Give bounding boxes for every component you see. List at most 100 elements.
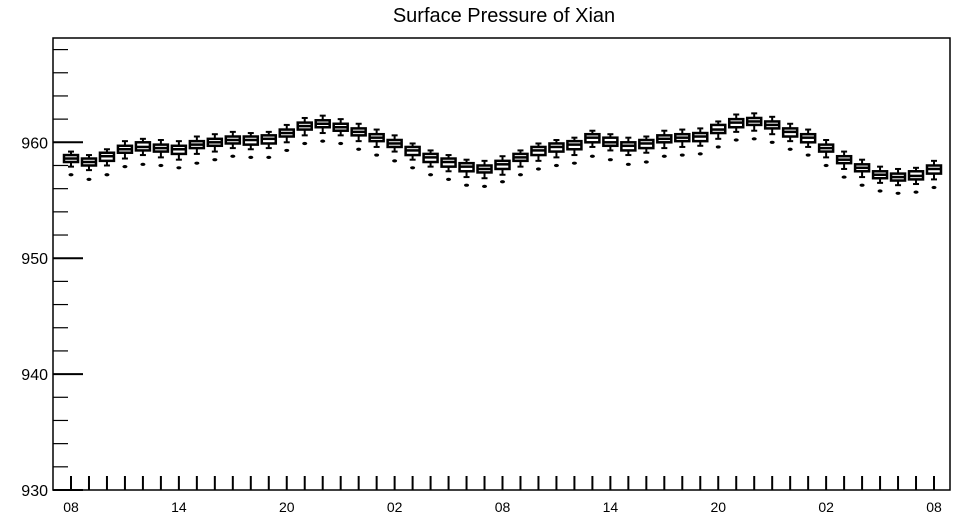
box-series	[62, 112, 943, 195]
outlier-point	[733, 138, 739, 142]
outlier-point	[625, 162, 631, 166]
box-plot-item	[907, 166, 925, 194]
box-plot-item	[566, 136, 583, 165]
outlier-point	[715, 145, 721, 149]
box-plot-item	[116, 140, 134, 169]
outlier-point	[140, 162, 146, 166]
box-plot-item	[260, 130, 278, 159]
box-plot-item	[781, 122, 799, 151]
box-plot-item	[458, 158, 475, 187]
outlier-point	[356, 147, 362, 151]
box-plot-item	[188, 135, 206, 165]
box-plot-item	[224, 130, 242, 158]
outlier-point	[266, 155, 272, 159]
y-axis: 930 940 950 960	[21, 48, 83, 500]
box-plot-item	[889, 167, 907, 195]
outlier-point	[284, 148, 290, 153]
x-tick-label: 02	[818, 499, 834, 515]
outlier-point	[158, 163, 164, 168]
outlier-point	[517, 173, 523, 177]
outlier-point	[931, 185, 937, 190]
x-tick-label: 08	[926, 499, 942, 515]
outlier-point	[86, 177, 92, 181]
outlier-point	[338, 141, 344, 146]
outlier-point	[410, 166, 416, 170]
box-plot-item	[98, 148, 116, 177]
outlier-point	[859, 183, 865, 187]
box-plot-item	[134, 137, 152, 166]
plot-frame	[52, 37, 951, 491]
x-tick-label: 20	[710, 499, 726, 515]
y-tick-label: 930	[21, 483, 48, 500]
box-plot-item	[602, 133, 619, 162]
outlier-point	[535, 167, 541, 171]
outlier-point	[446, 177, 452, 181]
box-plot-item	[745, 112, 763, 141]
box-plot-item	[710, 120, 727, 149]
outlier-point	[607, 158, 613, 162]
outlier-point	[769, 140, 775, 144]
outlier-point	[751, 137, 757, 141]
box-plot-item	[314, 114, 331, 143]
chart-title: Surface Pressure of Xian	[393, 5, 615, 27]
box-plot-item	[152, 138, 170, 168]
box-plot-item	[638, 135, 655, 164]
outlier-point	[482, 184, 488, 188]
box-plot-item	[620, 136, 637, 166]
y-tick-label: 940	[21, 367, 48, 384]
box-plot-item	[206, 133, 224, 162]
x-tick-label: 14	[171, 499, 187, 515]
box-plot-item	[727, 113, 745, 142]
outlier-point	[122, 165, 128, 169]
outlier-point	[823, 163, 829, 168]
box-plot-item	[368, 128, 385, 157]
outlier-point	[320, 139, 326, 143]
outlier-point	[589, 154, 595, 158]
box-plot-item	[530, 142, 547, 171]
box-plot-item	[332, 118, 349, 146]
box-plot-item	[674, 128, 691, 157]
outlier-point	[428, 173, 434, 177]
x-tick-label: 14	[603, 499, 619, 515]
box-plot-item	[817, 138, 835, 168]
outlier-point	[374, 153, 380, 157]
outlier-point	[500, 180, 505, 184]
box-plot-item	[763, 115, 781, 144]
box-plot-item	[835, 150, 853, 179]
outlier-point	[68, 173, 74, 177]
x-axis: 08 14 20 02 08 14 20 02 08	[63, 476, 942, 515]
outlier-point	[805, 153, 811, 157]
box-plot-item	[853, 158, 871, 187]
x-tick-label: 20	[279, 499, 295, 515]
box-plot-item	[692, 127, 709, 156]
y-tick-label: 960	[21, 135, 48, 152]
outlier-point	[302, 141, 308, 146]
box-plot-item	[422, 149, 439, 177]
box-plot-item	[350, 122, 367, 151]
box-plot-item	[799, 128, 817, 157]
box-plot-item	[584, 129, 601, 158]
box-plot-item	[296, 116, 313, 146]
outlier-point	[104, 173, 110, 177]
outlier-point	[248, 155, 254, 159]
outlier-point	[913, 190, 919, 194]
outlier-point	[841, 175, 847, 179]
outlier-point	[194, 161, 200, 165]
box-plot-item	[512, 149, 529, 177]
outlier-point	[895, 191, 901, 195]
x-tick-label: 08	[495, 499, 511, 515]
box-plot-item	[656, 129, 673, 158]
outlier-point	[643, 160, 649, 164]
box-plot-item	[62, 150, 80, 177]
outlier-point	[553, 163, 559, 168]
outlier-point	[571, 161, 577, 165]
box-plot-item	[476, 159, 493, 188]
box-plot-item	[170, 140, 188, 170]
outlier-point	[787, 147, 793, 151]
box-plot-item	[386, 134, 403, 163]
box-plot-item	[871, 165, 889, 193]
outlier-point	[697, 152, 703, 156]
y-tick-label: 950	[21, 251, 48, 268]
x-tick-label: 08	[63, 499, 79, 515]
